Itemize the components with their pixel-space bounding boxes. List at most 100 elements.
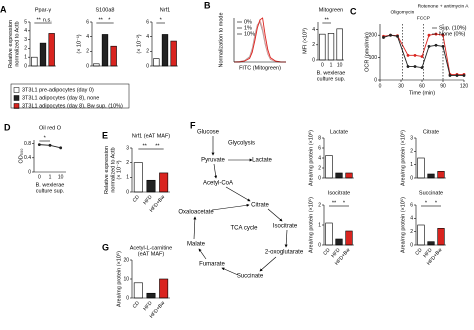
pathway-node: Citrate [251,203,269,209]
bar [161,34,169,67]
y-tick-label: 2 [24,46,27,52]
y-axis-label: normalized to Actb [14,21,20,66]
y-tick-label: 4 [312,27,315,33]
significance-label: * [108,17,111,23]
x-axis-label: FITC (Mitogreen) [239,65,281,71]
x-tick-label: 90 [440,83,446,89]
legend-label: 1% [244,25,252,31]
bar [159,278,169,299]
y-axis-label: Area/mg protein (×10⁵) [399,130,406,186]
bar [345,230,353,246]
x-tick-label: 0 [379,83,382,89]
injection-label: Rotenone + antimycin A [418,3,470,9]
panel-letter: E [102,130,108,140]
y-axis-label: Relative expression [104,146,110,194]
bar [325,222,333,246]
chart-title: Nrf1 [160,7,170,13]
x-tick-label: HFD [422,247,433,259]
y-axis-label: Area/mg protein (×10⁵) [115,251,122,307]
bar [93,63,100,67]
x-tick-label: CD [414,247,423,257]
injection-label: Oligomycin [391,9,415,15]
x-tick-label: 1 [49,174,52,180]
y-tick-label: 6 [410,202,413,208]
significance-label: ** [37,17,42,23]
significance-label: ** [143,143,148,149]
legend-label: None (0%) [439,31,465,37]
x-tick-label: CD [132,194,141,204]
y-tick-label: 0 [318,175,321,181]
y-tick-label: 1 [126,175,129,181]
bar [427,173,435,179]
x-tick-label: 60 [419,83,425,89]
y-tick-label: 0 [86,63,89,69]
bar [170,40,177,67]
pathway-node: Acetyl-CoA [203,181,233,187]
y-tick-label: 0 [28,169,31,175]
x-tick-label: 30 [398,83,404,89]
pathway-node: Malate [187,242,206,248]
bar [48,33,55,67]
y-tick-label: 2 [318,202,321,208]
chart-title: Oil red O [39,125,62,131]
y-tick-label: 0 [318,242,321,248]
y-tick-label: 2 [312,42,315,48]
legend-label: Sup. (10%) [439,25,467,31]
y-tick-label: 0 [126,295,129,301]
bar [31,56,38,67]
pathway-arrow [259,256,277,272]
significance-label: ** [99,17,104,23]
pathway-node: Lactate [252,158,272,164]
bar [437,228,445,246]
legend-label: 3T3L1 adipocytes (day 8), Bw sup. (10%) [22,103,123,109]
x-axis-label: B. wexlerae [317,70,346,76]
x-axis-label: culture sup. [317,76,346,82]
x-tick-label: 1 [330,62,333,68]
y-tick-label: 3 [126,145,129,151]
significance-label: ** [155,143,160,149]
significance-label: * [435,200,438,206]
x-tick-label: 0 [321,62,324,68]
significance-label: ** [325,17,330,23]
panel-letter: F [190,120,196,130]
bar [39,42,47,67]
chart-title: Mitogreen [319,7,343,13]
pathway-node: Pyruvate [201,158,225,164]
y-tick-label: 200 [369,33,378,39]
y-tick-label: 6 [86,19,89,25]
y-tick-label: 1 [318,222,321,228]
significance-label: * [425,200,428,206]
pathway-node: TCA cycle [230,226,258,232]
y-tick-label: 0 [374,77,377,83]
y-tick-label: 4 [86,34,89,40]
bar [437,171,445,179]
data-line [233,18,286,63]
y-tick-label: 0 [126,189,129,195]
y-tick-label: 6 [318,145,321,151]
chart-title: (eAT MAF) [138,251,165,257]
y-axis-label: normalized to Actb [110,147,116,192]
x-axis-label: B. wexlerae [36,182,65,188]
bar [159,172,169,193]
chart-title: Lactate [330,129,348,135]
y-tick-label: 3 [410,135,413,141]
y-axis-label: OD₅₀₀ [18,148,24,163]
x-axis-label: culture sup. [36,188,65,194]
y-tick-label: 2 [318,165,321,171]
legend-label: 0% [244,19,252,25]
chart-title: Isocitrate [328,190,350,196]
pathway-arrow [267,208,283,222]
x-tick-label: CD [322,247,331,257]
pathway-arrow [198,248,207,260]
x-axis-label: Time (min) [409,90,435,96]
x-tick-label: 10 [58,174,64,180]
bar [133,162,143,193]
bar [336,28,343,61]
bar [417,157,425,179]
chart-title: Ppar-γ [35,7,51,13]
bar [110,45,117,67]
pathway-node: 2-oxoglutarate [265,250,304,256]
legend-swatch [13,87,20,93]
bar [146,179,156,193]
